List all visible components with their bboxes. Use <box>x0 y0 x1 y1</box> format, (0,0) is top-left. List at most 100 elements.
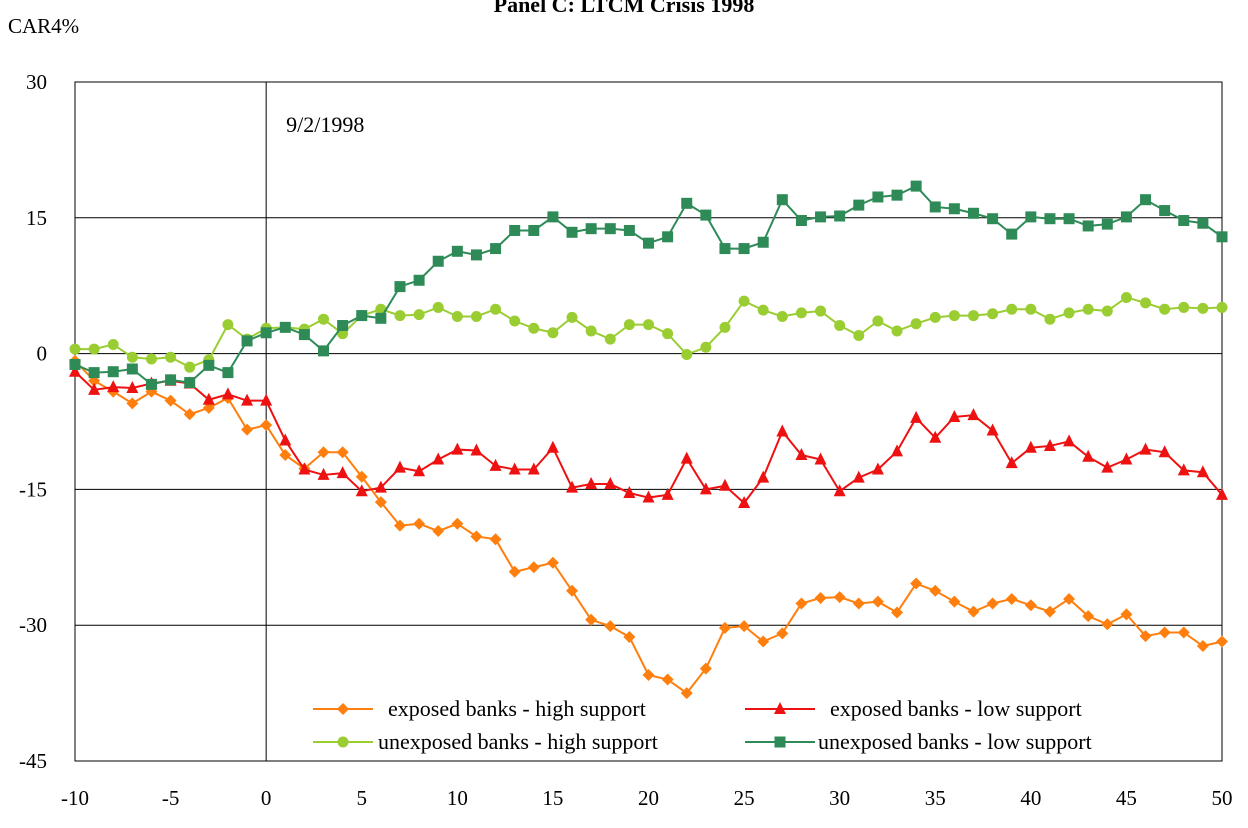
x-tick-label: 10 <box>447 786 468 810</box>
event-date-annotation: 9/2/1998 <box>286 112 364 137</box>
data-point <box>910 410 923 423</box>
y-tick-label: 0 <box>37 342 48 366</box>
data-point <box>279 321 291 333</box>
data-point <box>337 320 349 332</box>
data-point <box>1159 303 1171 315</box>
legend-label: unexposed banks - low support <box>818 729 1092 754</box>
data-point <box>451 442 464 455</box>
data-point <box>355 470 368 483</box>
data-point <box>413 517 426 530</box>
data-point <box>1101 460 1114 473</box>
series-layer <box>69 180 1228 700</box>
legend-entry: unexposed banks - low support <box>745 729 1092 754</box>
data-point <box>318 345 330 357</box>
data-point <box>1044 313 1056 325</box>
data-point <box>871 462 884 475</box>
data-point <box>1101 618 1114 631</box>
data-point <box>757 635 770 648</box>
data-point <box>738 243 750 255</box>
data-point <box>642 668 655 681</box>
legend-entry: unexposed banks - high support <box>313 729 658 754</box>
data-point <box>872 191 884 203</box>
data-point <box>1063 213 1075 225</box>
data-point <box>470 310 482 322</box>
data-point <box>1140 297 1152 309</box>
plot-frame <box>74 81 1223 762</box>
x-tick-label: 45 <box>1116 786 1137 810</box>
chart-title: Panel C: LTCM Crisis 1998 <box>493 0 755 17</box>
data-point <box>528 224 540 236</box>
data-point <box>700 341 712 353</box>
data-point <box>318 313 330 325</box>
data-point <box>1196 640 1209 653</box>
data-point <box>1082 303 1094 315</box>
data-point <box>356 310 368 322</box>
data-point <box>393 519 406 532</box>
data-point <box>527 462 540 475</box>
data-point <box>241 393 254 406</box>
data-point <box>107 380 120 393</box>
data-point <box>929 584 942 597</box>
data-point <box>145 353 157 365</box>
data-point <box>221 387 234 400</box>
data-point <box>432 452 445 465</box>
data-point <box>834 210 846 222</box>
data-point <box>279 433 292 446</box>
data-point <box>183 408 196 421</box>
data-point <box>948 595 961 608</box>
legend-label: exposed banks - high support <box>388 696 646 721</box>
data-point <box>566 584 579 597</box>
data-point <box>1139 630 1152 643</box>
data-point <box>490 303 502 315</box>
data-point <box>1120 291 1132 303</box>
data-point <box>910 180 922 192</box>
data-point <box>374 496 387 509</box>
data-point <box>279 448 292 461</box>
data-point <box>126 351 138 363</box>
data-point <box>987 308 999 320</box>
data-point <box>1063 592 1076 605</box>
data-point <box>1120 211 1132 223</box>
data-point <box>393 460 406 473</box>
data-point <box>1006 228 1018 240</box>
data-point <box>776 194 788 206</box>
y-tick-label: 30 <box>26 70 47 94</box>
data-point <box>126 363 138 375</box>
data-point <box>432 301 444 313</box>
data-point <box>1197 217 1209 229</box>
data-point <box>738 495 751 508</box>
data-point <box>165 374 177 386</box>
x-tick-label: 5 <box>357 786 368 810</box>
data-point <box>1196 465 1209 478</box>
data-point <box>547 327 559 339</box>
data-point <box>222 367 234 379</box>
data-point <box>986 597 999 610</box>
data-point <box>910 577 923 590</box>
data-point <box>795 215 807 227</box>
data-point <box>1177 463 1190 476</box>
legend-marker <box>337 703 349 715</box>
data-point <box>871 595 884 608</box>
data-point <box>165 351 177 363</box>
data-point <box>604 620 617 633</box>
data-point <box>489 533 502 546</box>
data-point <box>834 320 846 332</box>
data-point <box>967 605 980 618</box>
y-axis-label: CAR4% <box>8 14 80 38</box>
data-point <box>643 237 654 249</box>
data-point <box>718 478 731 491</box>
data-point <box>1082 220 1094 232</box>
data-point <box>260 327 272 339</box>
data-point <box>967 310 979 322</box>
data-point <box>661 673 674 686</box>
data-point <box>795 597 808 610</box>
data-point <box>642 490 655 503</box>
data-point <box>547 211 559 223</box>
data-point <box>718 621 731 634</box>
data-point <box>355 484 368 497</box>
data-point <box>566 226 578 238</box>
data-point <box>948 203 960 215</box>
data-point <box>585 223 597 235</box>
series-exposed-banks-high-support <box>69 354 1228 700</box>
data-point <box>891 189 903 201</box>
